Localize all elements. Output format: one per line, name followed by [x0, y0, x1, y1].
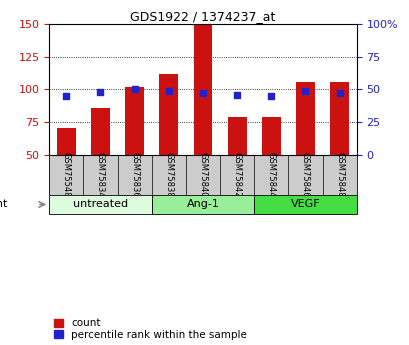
- Text: agent: agent: [0, 199, 8, 209]
- Bar: [295, 81, 314, 155]
- Bar: [49, 195, 151, 214]
- Text: GSM75836: GSM75836: [130, 152, 139, 198]
- Text: VEGF: VEGF: [290, 199, 319, 209]
- Point: [199, 90, 206, 96]
- Text: Ang-1: Ang-1: [186, 199, 219, 209]
- Point: [233, 92, 240, 97]
- Text: GSM75842: GSM75842: [232, 152, 241, 198]
- Bar: [57, 128, 76, 155]
- Bar: [151, 195, 254, 214]
- Point: [335, 90, 342, 96]
- Point: [267, 93, 274, 99]
- Text: GSM75848: GSM75848: [334, 152, 343, 198]
- Text: GSM75840: GSM75840: [198, 152, 207, 198]
- Bar: [227, 117, 246, 155]
- Text: untreated: untreated: [73, 199, 128, 209]
- Bar: [91, 108, 110, 155]
- Point: [131, 87, 137, 92]
- Title: GDS1922 / 1374237_at: GDS1922 / 1374237_at: [130, 10, 275, 23]
- Point: [165, 88, 172, 93]
- Point: [63, 93, 70, 99]
- Bar: [125, 87, 144, 155]
- Point: [301, 88, 308, 93]
- Bar: [261, 117, 280, 155]
- Text: GSM75844: GSM75844: [266, 152, 275, 198]
- Point: [97, 89, 103, 95]
- Text: GSM75548: GSM75548: [62, 152, 71, 198]
- Bar: [193, 26, 212, 155]
- Text: GSM75838: GSM75838: [164, 152, 173, 198]
- Bar: [329, 81, 348, 155]
- Text: GSM75834: GSM75834: [96, 152, 105, 198]
- Text: GSM75846: GSM75846: [300, 152, 309, 198]
- Bar: [254, 195, 356, 214]
- Bar: [159, 74, 178, 155]
- Legend: count, percentile rank within the sample: count, percentile rank within the sample: [54, 318, 246, 340]
